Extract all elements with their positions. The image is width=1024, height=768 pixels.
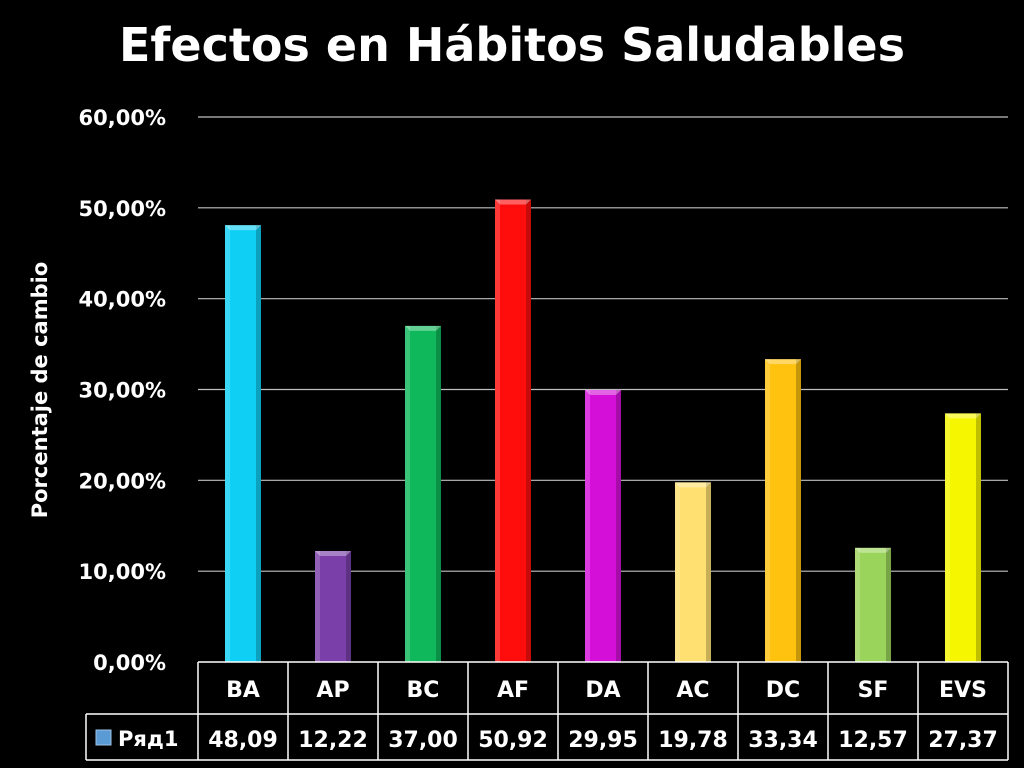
y-axis-ticks: 0,00% 10,00% 20,00% 30,00% 40,00% 50,00% 60,00… [79, 106, 166, 675]
category-label: AP [316, 678, 349, 703]
y-tick-label: 50,00% [79, 197, 166, 221]
bar-da [585, 389, 621, 662]
bar-af [495, 199, 531, 662]
category-label: AC [676, 678, 709, 703]
y-tick-label: 0,00% [93, 651, 166, 675]
bar-ac [675, 482, 711, 662]
category-label: AF [497, 678, 529, 703]
bar-ap [315, 551, 351, 662]
value-label: 37,00 [388, 728, 458, 753]
chart-title: Efectos en Hábitos Saludables [119, 18, 905, 72]
y-tick-label: 40,00% [79, 288, 166, 312]
category-label: BC [407, 678, 440, 703]
value-label: 33,34 [748, 728, 818, 753]
value-label: 27,37 [928, 728, 998, 753]
value-label: 29,95 [568, 728, 638, 753]
series-name: Ряд1 [118, 727, 178, 751]
value-label: 19,78 [658, 728, 728, 753]
category-label: EVS [939, 678, 987, 703]
value-label: 50,92 [478, 728, 548, 753]
bar-dc [765, 359, 801, 662]
bar-bc [405, 325, 441, 662]
category-label: BA [226, 678, 260, 703]
bar-ba [225, 225, 261, 662]
value-label: 12,57 [838, 728, 908, 753]
value-label: 12,22 [298, 728, 368, 753]
bar-evs [945, 413, 981, 662]
y-tick-label: 30,00% [79, 379, 166, 403]
y-tick-label: 60,00% [79, 106, 166, 130]
y-tick-label: 20,00% [79, 469, 166, 493]
category-label: SF [858, 678, 889, 703]
bar-sf [855, 547, 891, 662]
data-table: BA 48,09 AP 12,22 BC 37,00 AF 50,92 DA 29,95 AC 19,… [85, 661, 1009, 761]
category-label: DC [766, 678, 800, 703]
category-label: DA [585, 678, 620, 703]
bars [225, 199, 981, 662]
y-tick-label: 10,00% [79, 560, 166, 584]
legend-key-icon [95, 729, 112, 746]
value-label: 48,09 [208, 728, 278, 753]
